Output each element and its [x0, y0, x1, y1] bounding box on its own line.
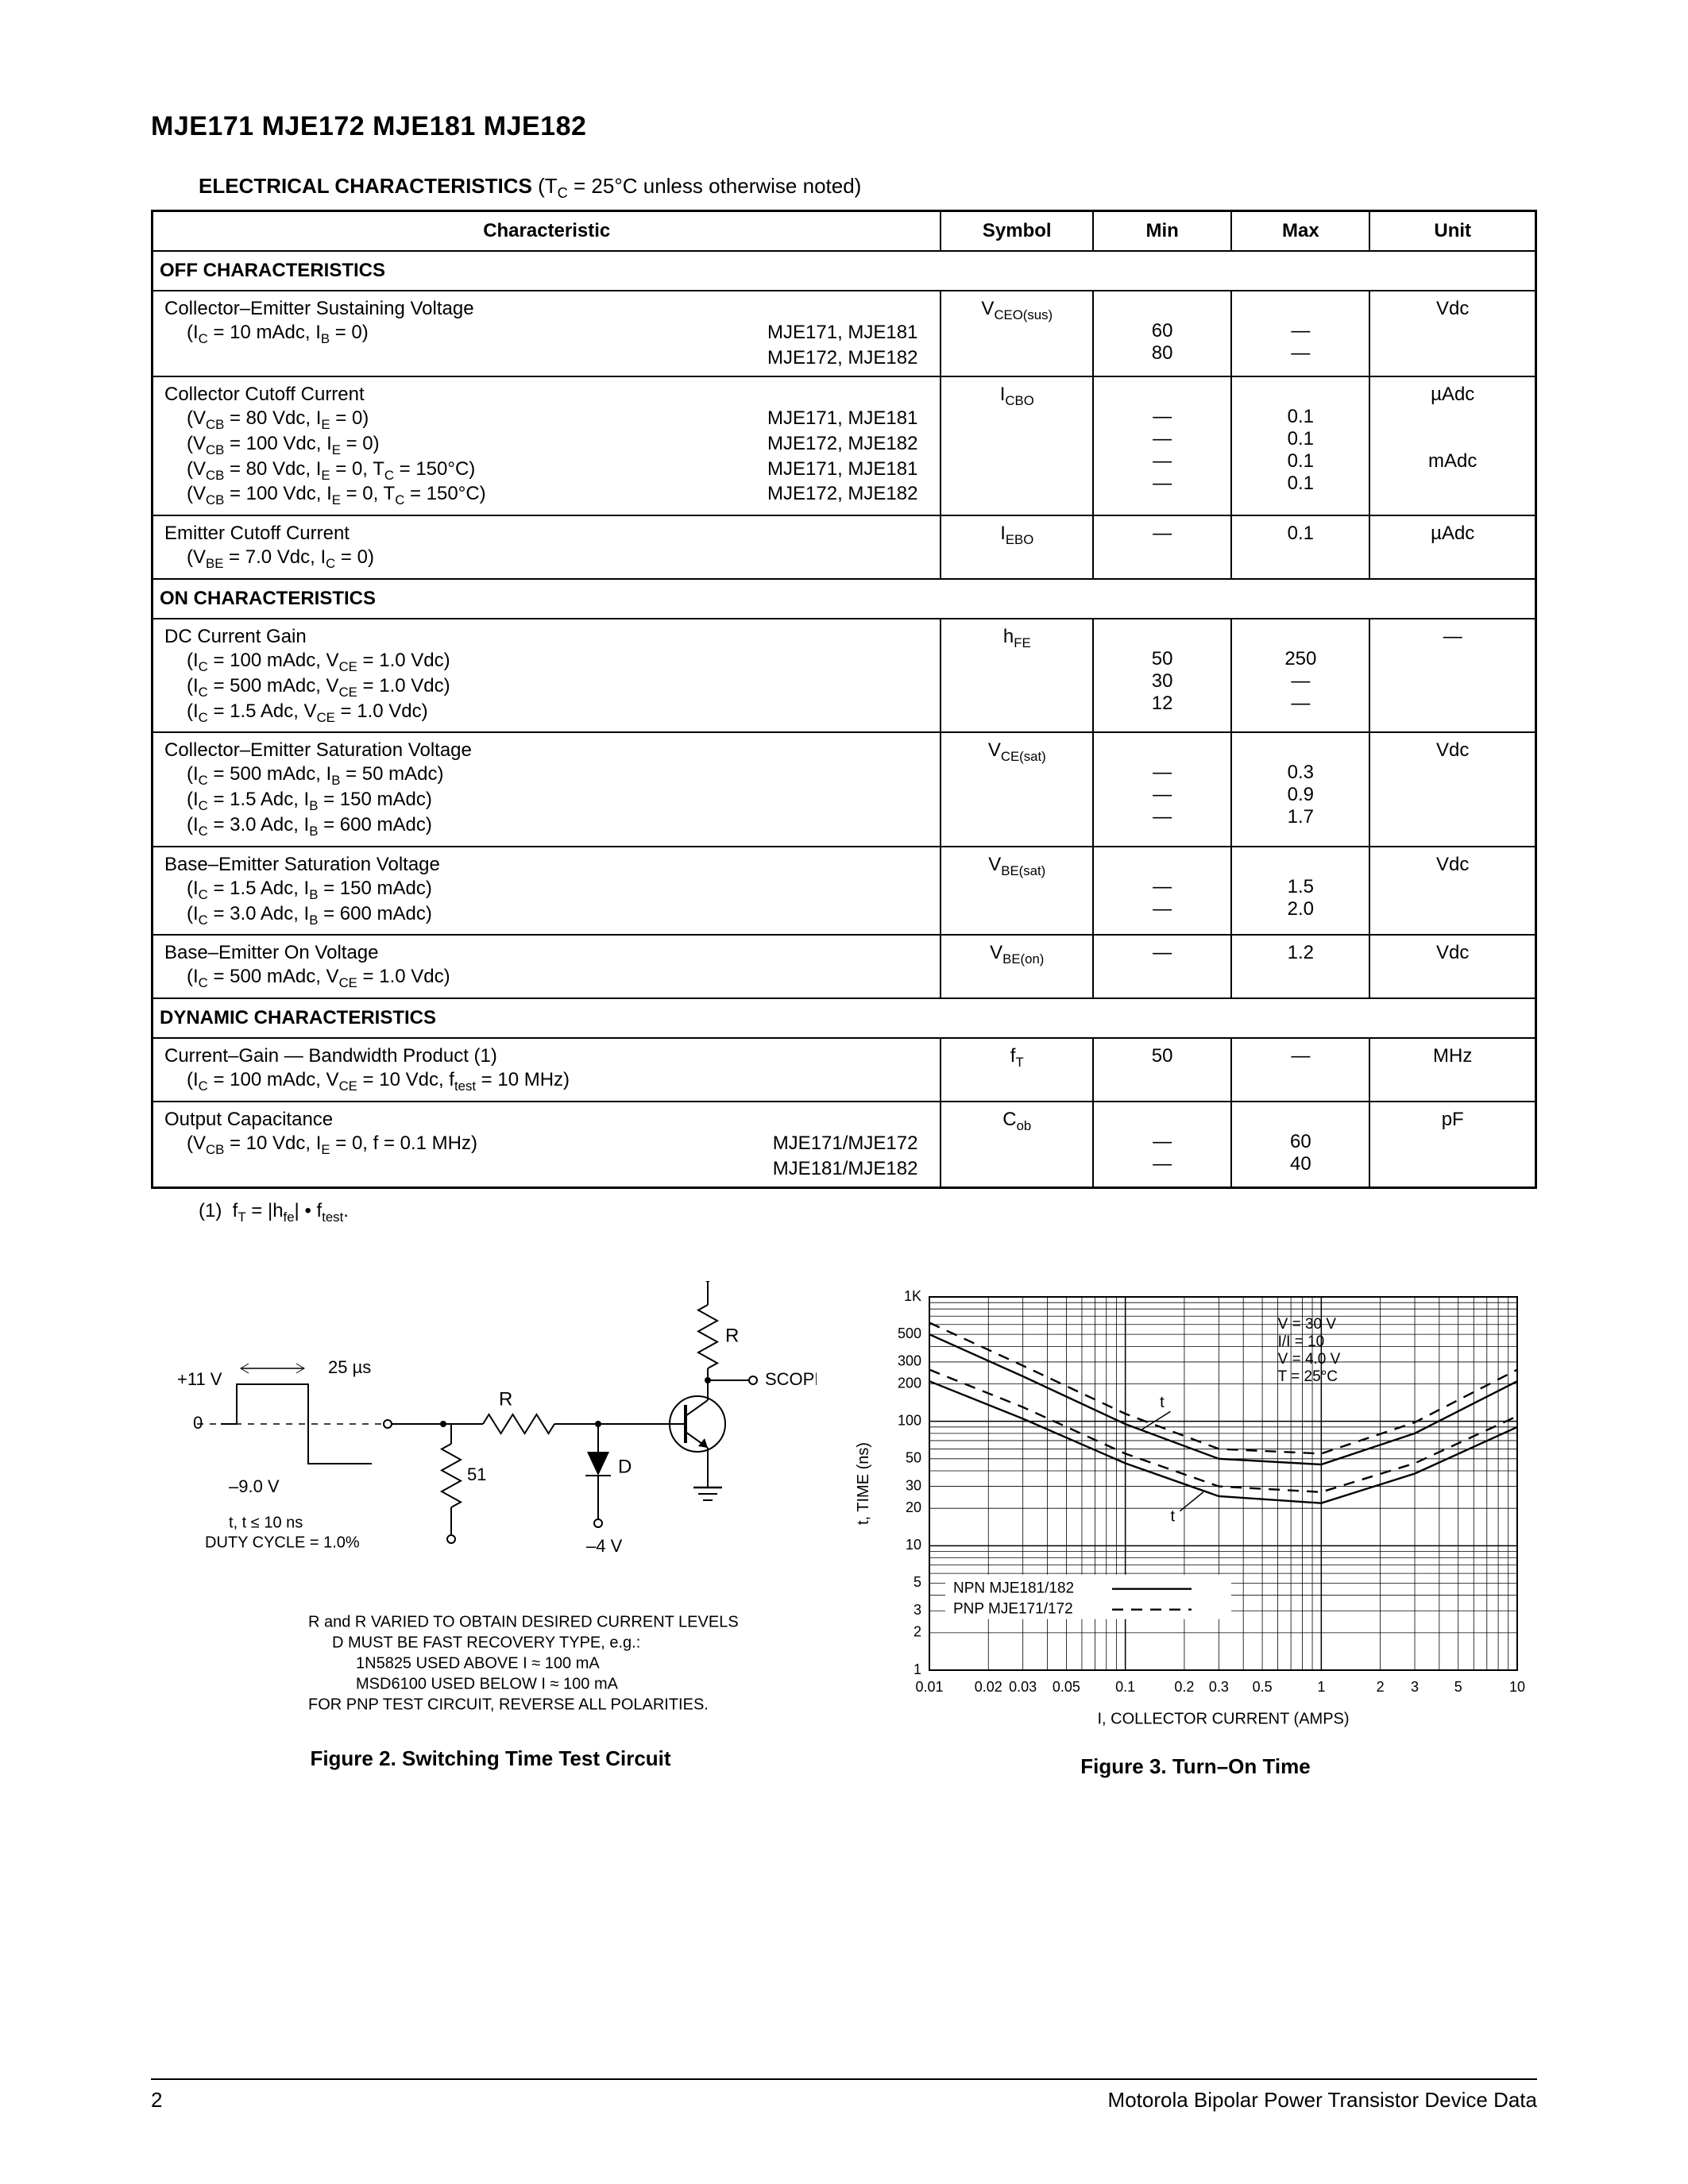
svg-text:25 µs: 25 µs [328, 1356, 371, 1376]
svg-text:3: 3 [914, 1602, 921, 1618]
col-unit: Unit [1369, 211, 1535, 252]
turn-on-time-chart: 0.01 0.02 0.03 0.05 0.1 0.2 0.3 0.5 1 2 3 5 10 1 2 3 5 10… [854, 1281, 1537, 1734]
electrical-characteristics-title: ELECTRICAL CHARACTERISTICS (TC = 25°C un… [199, 174, 1537, 202]
figure-3-caption: Figure 3. Turn–On Time [1080, 1754, 1310, 1779]
col-characteristic: Characteristic [153, 211, 941, 252]
figure-3-container: 0.01 0.02 0.03 0.05 0.1 0.2 0.3 0.5 1 2 3 5 10 1 2 3 5 10… [854, 1281, 1537, 1779]
svg-text:SCOPE: SCOPE [765, 1368, 817, 1388]
svg-text:200: 200 [898, 1375, 921, 1391]
svg-text:3: 3 [1411, 1678, 1419, 1694]
svg-text:VBE(off) = 4.0 V: VBE(off) = 4.0 V [1278, 1350, 1341, 1367]
svg-text:0.2: 0.2 [1174, 1678, 1194, 1694]
svg-text:D1 MUST BE FAST RECOVERY TYPE,: D1 MUST BE FAST RECOVERY TYPE, e.g.: [332, 1634, 640, 1651]
svg-text:0.05: 0.05 [1053, 1678, 1080, 1694]
svg-text:D1: D1 [618, 1456, 632, 1477]
svg-text:1K: 1K [904, 1287, 921, 1303]
svg-text:0.02: 0.02 [975, 1678, 1002, 1694]
svg-text:51: 51 [467, 1464, 486, 1484]
col-max: Max [1231, 211, 1369, 252]
svg-text:1N5825 USED ABOVE IB ≈ 100 mA: 1N5825 USED ABOVE IB ≈ 100 mA [356, 1654, 600, 1672]
figure-2-caption: Figure 2. Switching Time Test Circuit [310, 1746, 670, 1771]
svg-text:–9.0 V: –9.0 V [229, 1476, 280, 1495]
svg-text:td: td [1171, 1507, 1176, 1525]
svg-text:5: 5 [1454, 1678, 1462, 1694]
data-row: Current–Gain — Bandwidth Product (1)(IC … [153, 1038, 1536, 1102]
svg-text:100: 100 [898, 1412, 921, 1428]
datasheet-page: MJE171 MJE172 MJE181 MJE182 ELECTRICAL C… [0, 0, 1688, 2184]
electrical-characteristics-table: Characteristic Symbol Min Max Unit OFF C… [151, 210, 1537, 1189]
part-numbers-heading: MJE171 MJE172 MJE181 MJE182 [151, 111, 1537, 142]
svg-text:0.01: 0.01 [915, 1678, 943, 1694]
svg-text:IC/IB = 10: IC/IB = 10 [1278, 1333, 1325, 1349]
svg-text:NPN MJE181/182: NPN MJE181/182 [953, 1580, 1074, 1596]
data-row: Collector–Emitter Saturation Voltage(IC … [153, 732, 1536, 846]
svg-text:TJ = 25°C: TJ = 25°C [1278, 1368, 1338, 1384]
svg-text:RB: RB [499, 1388, 512, 1410]
col-symbol: Symbol [941, 211, 1093, 252]
svg-text:RB and RC VARIED TO OBTAIN DES: RB and RC VARIED TO OBTAIN DESIRED CURRE… [308, 1613, 739, 1630]
svg-text:20: 20 [906, 1499, 921, 1515]
switching-circuit-diagram: 25 µs +11 V 0 –9.0 V tr, tf ≤ 10 ns DUTY CYCL… [165, 1281, 817, 1726]
svg-text:5: 5 [914, 1574, 921, 1590]
svg-text:MSD6100 USED BELOW IB ≈ 100 mA: MSD6100 USED BELOW IB ≈ 100 mA [356, 1675, 619, 1692]
page-footer: 2 Motorola Bipolar Power Transistor Devi… [151, 2078, 1537, 2113]
section-row: ON CHARACTERISTICS [153, 579, 1536, 619]
svg-text:2: 2 [1377, 1678, 1385, 1694]
table-footnote: (1) fT = |hfe| • ftest. [199, 1200, 1537, 1225]
svg-text:RC: RC [725, 1325, 739, 1346]
elec-char-condition: (TC = 25°C unless otherwise noted) [538, 174, 861, 198]
svg-text:VCE = 30 V: VCE = 30 V [1278, 1315, 1337, 1332]
svg-text:0.5: 0.5 [1253, 1678, 1273, 1694]
section-row: DYNAMIC CHARACTERISTICS [153, 998, 1536, 1038]
table-header-row: Characteristic Symbol Min Max Unit [153, 211, 1536, 252]
svg-text:500: 500 [898, 1325, 921, 1341]
svg-text:t, TIME (ns): t, TIME (ns) [855, 1441, 872, 1524]
svg-text:0.1: 0.1 [1115, 1678, 1135, 1694]
svg-text:+11 V: +11 V [177, 1368, 222, 1388]
page-number: 2 [151, 2088, 162, 2113]
data-row: Output Capacitance(VCB = 10 Vdc, IE = 0,… [153, 1102, 1536, 1187]
data-row: Emitter Cutoff Current(VBE = 7.0 Vdc, IC… [153, 515, 1536, 579]
figures-row: 25 µs +11 V 0 –9.0 V tr, tf ≤ 10 ns DUTY CYCL… [151, 1281, 1537, 1779]
data-row: Base–Emitter Saturation Voltage(IC = 1.5… [153, 847, 1536, 936]
svg-text:tr, tf ≤ 10 ns: tr, tf ≤ 10 ns [229, 1514, 303, 1531]
svg-text:1: 1 [1317, 1678, 1325, 1694]
svg-text:PNP MJE171/172: PNP MJE171/172 [953, 1600, 1073, 1617]
footer-text: Motorola Bipolar Power Transistor Device… [1108, 2088, 1537, 2113]
svg-text:0.03: 0.03 [1009, 1678, 1037, 1694]
svg-text:2: 2 [914, 1623, 921, 1639]
data-row: DC Current Gain(IC = 100 mAdc, VCE = 1.0… [153, 619, 1536, 732]
svg-text:IC, COLLECTOR CURRENT (AMPS): IC, COLLECTOR CURRENT (AMPS) [1097, 1710, 1349, 1727]
svg-text:0: 0 [193, 1412, 203, 1432]
svg-text:1: 1 [914, 1661, 921, 1677]
svg-text:tr: tr [1160, 1394, 1165, 1411]
svg-text:10: 10 [1509, 1678, 1525, 1694]
col-min: Min [1093, 211, 1231, 252]
svg-text:–4 V: –4 V [586, 1535, 623, 1555]
svg-text:10: 10 [906, 1537, 921, 1553]
svg-text:0.3: 0.3 [1209, 1678, 1229, 1694]
section-row: OFF CHARACTERISTICS [153, 251, 1536, 291]
svg-text:30: 30 [906, 1477, 921, 1493]
svg-text:DUTY CYCLE = 1.0%: DUTY CYCLE = 1.0% [205, 1534, 360, 1551]
data-row: Collector Cutoff Current(VCB = 80 Vdc, I… [153, 376, 1536, 515]
svg-text:300: 300 [898, 1352, 921, 1368]
data-row: Collector–Emitter Sustaining Voltage(IC … [153, 291, 1536, 376]
svg-text:FOR PNP TEST CIRCUIT, REVERSE: FOR PNP TEST CIRCUIT, REVERSE ALL POLARI… [308, 1696, 709, 1713]
svg-text:50: 50 [906, 1449, 921, 1465]
data-row: Base–Emitter On Voltage(IC = 500 mAdc, V… [153, 935, 1536, 998]
figure-2-container: 25 µs +11 V 0 –9.0 V tr, tf ≤ 10 ns DUTY CYCL… [151, 1281, 830, 1771]
